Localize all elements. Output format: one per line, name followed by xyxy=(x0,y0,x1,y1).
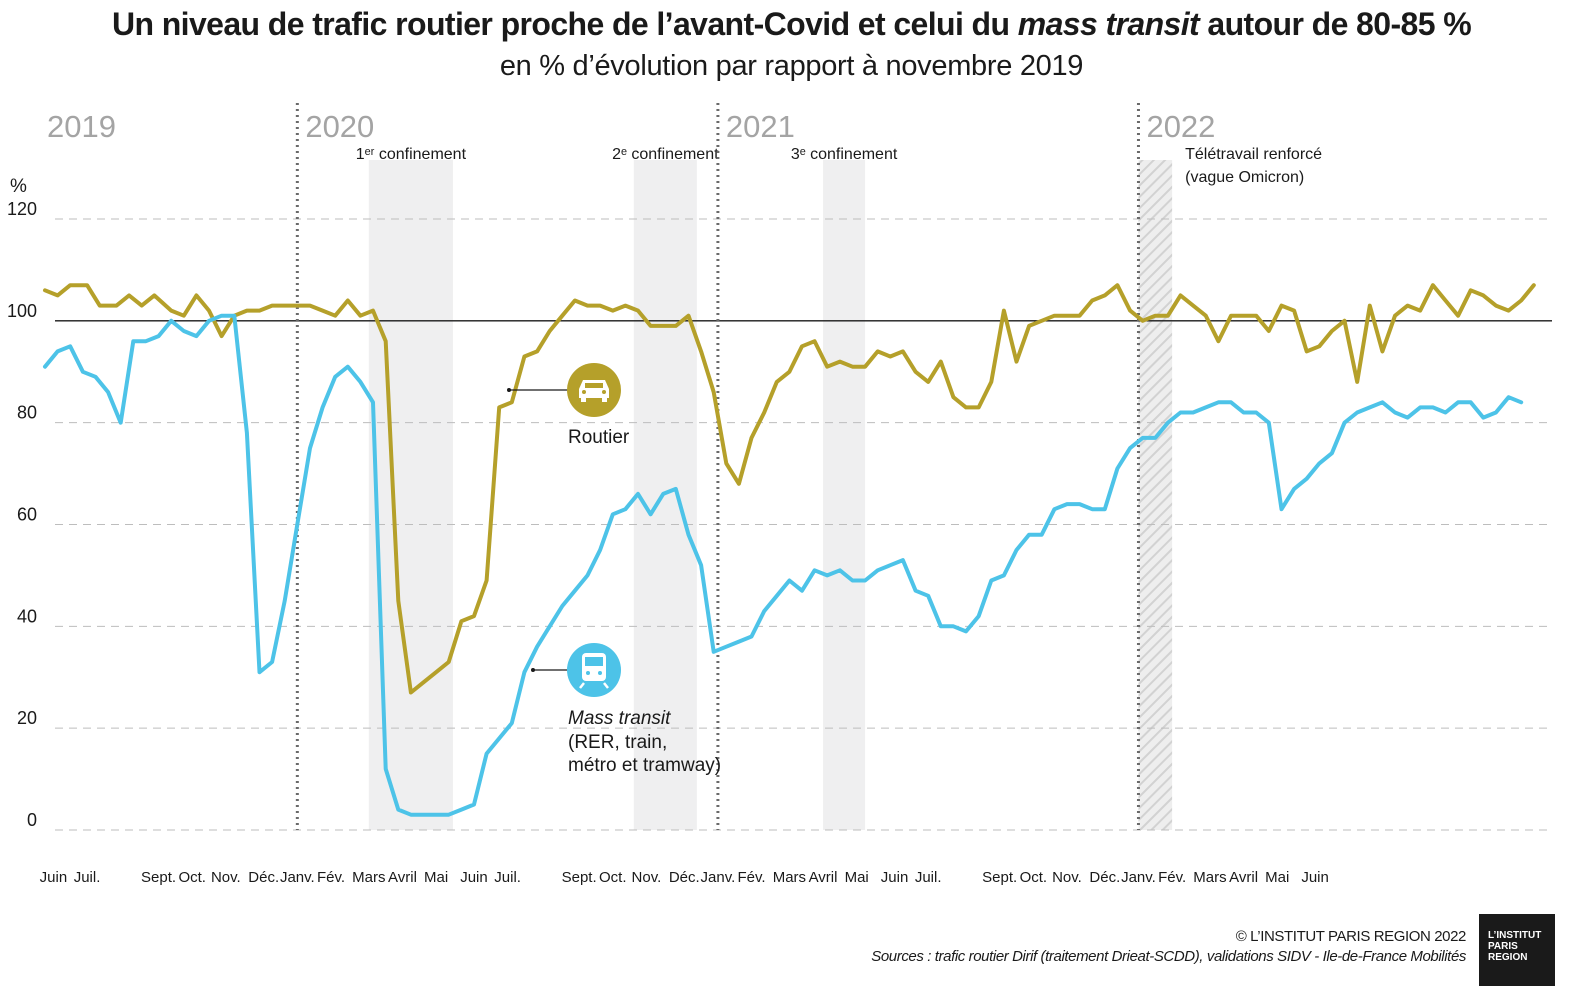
period-label-1-0: 2ᵉ confinement xyxy=(612,146,719,163)
x-tick-label-29: Fév. xyxy=(1158,869,1186,886)
routier-label: Routier xyxy=(568,427,630,448)
x-tick-label-11: Juin xyxy=(460,869,488,886)
transit-label: Mass transit xyxy=(568,708,671,729)
series-legend: Routier Mass transit (RER, train, métro … xyxy=(507,363,721,776)
logo-line-2: PARIS xyxy=(1488,941,1518,952)
y-tick-label-20: 20 xyxy=(17,708,37,728)
year-label-1: 2020 xyxy=(305,109,374,144)
x-tick-label-8: Mars xyxy=(352,869,385,886)
routier-series-line xyxy=(43,283,1536,695)
period-band-2 xyxy=(823,160,866,830)
series-lines xyxy=(43,283,1536,817)
x-tick-label-4: Nov. xyxy=(211,869,241,886)
x-tick-label-25: Oct. xyxy=(1020,869,1048,886)
sources-note: Sources : trafic routier Dirif (traiteme… xyxy=(871,948,1466,965)
chart-title-italic: mass transit xyxy=(1017,6,1200,42)
x-tick-label-6: Janv. xyxy=(280,869,315,886)
period-label-2-0: 3ᵉ confinement xyxy=(791,146,898,163)
routier-marker-dot xyxy=(507,388,511,392)
institut-logo: L’INSTITUT PARIS REGION xyxy=(1479,914,1555,986)
transit-sublabel-2: métro et tramway) xyxy=(568,755,721,776)
x-tick-label-9: Avril xyxy=(388,869,417,886)
period-label-0-0: 1ᵉʳ confinement xyxy=(356,146,467,163)
x-tick-label-23: Juil. xyxy=(915,869,942,886)
gridlines: 0 20 40 60 80 100 120% xyxy=(7,176,1552,831)
x-tick-label-26: Nov. xyxy=(1052,869,1082,886)
y-tick-label-100: 100 xyxy=(7,301,37,321)
x-tick-label-0: Juin xyxy=(40,869,68,886)
year-label-2: 2021 xyxy=(726,109,795,144)
x-tick-label-10: Mai xyxy=(424,869,448,886)
x-tick-label-18: Fév. xyxy=(738,869,766,886)
mass-transit-series-line xyxy=(43,313,1524,817)
x-tick-label-21: Mai xyxy=(845,869,869,886)
y-tick-label-60: 60 xyxy=(17,505,37,525)
x-tick-label-22: Juin xyxy=(881,869,909,886)
period-band-0 xyxy=(368,160,453,830)
x-tick-label-17: Janv. xyxy=(701,869,736,886)
x-tick-label-14: Oct. xyxy=(599,869,627,886)
chart-subtitle: en % d’évolution par rapport à novembre … xyxy=(499,50,1084,82)
x-tick-label-20: Avril xyxy=(809,869,838,886)
period-band-3 xyxy=(1138,160,1173,830)
x-tick-label-31: Avril xyxy=(1229,869,1258,886)
x-tick-label-16: Déc. xyxy=(669,869,700,886)
copyright-credit: © L’INSTITUT PARIS REGION 2022 xyxy=(1235,928,1467,945)
chart-title: Un niveau de trafic routier proche de l’… xyxy=(0,6,1583,43)
x-tick-label-24: Sept. xyxy=(982,869,1017,886)
car-icon xyxy=(567,363,621,417)
x-tick-label-27: Déc. xyxy=(1089,869,1120,886)
period-label-3-0: Télétravail renforcé xyxy=(1185,146,1322,163)
x-tick-label-19: Mars xyxy=(773,869,806,886)
x-tick-label-5: Déc. xyxy=(248,869,279,886)
transit-sublabel-1: (RER, train, xyxy=(568,732,667,753)
y-tick-label-120: 120 xyxy=(7,199,37,219)
period-bands: 1ᵉʳ confinement 2ᵉ confinement 3ᵉ confinem… xyxy=(356,146,1322,830)
y-tick-label-80: 80 xyxy=(17,403,37,423)
logo-line-1: L’INSTITUT xyxy=(1488,930,1542,941)
year-label-0: 2019 xyxy=(47,109,116,144)
x-tick-label-13: Sept. xyxy=(562,869,597,886)
x-axis-month-labels: Juin Juil. Sept. Oct. Nov. Déc. Janv. Fév. Mars A… xyxy=(40,869,1329,886)
train-icon xyxy=(567,643,621,697)
x-tick-label-7: Fév. xyxy=(317,869,345,886)
x-tick-label-2: Sept. xyxy=(141,869,176,886)
x-tick-label-1: Juil. xyxy=(74,869,101,886)
transit-marker-dot xyxy=(531,668,535,672)
chart-title-part1: Un niveau de trafic routier proche de l’… xyxy=(111,6,1018,42)
y-tick-label-40: 40 xyxy=(17,606,37,626)
x-tick-label-28: Janv. xyxy=(1121,869,1156,886)
y-unit-label: % xyxy=(10,176,27,197)
x-tick-label-12: Juil. xyxy=(494,869,521,886)
logo-line-3: REGION xyxy=(1488,952,1528,963)
chart-title-part2: autour de 80-85 % xyxy=(1199,6,1472,42)
x-tick-label-3: Oct. xyxy=(178,869,206,886)
period-label-3-1: (vague Omicron) xyxy=(1185,169,1304,186)
year-label-3: 2022 xyxy=(1146,109,1215,144)
year-markers: 2019 2020 2021 2022 xyxy=(47,103,1215,830)
x-tick-label-15: Nov. xyxy=(632,869,662,886)
x-tick-label-30: Mars xyxy=(1193,869,1226,886)
x-tick-label-33: Juin xyxy=(1301,869,1329,886)
x-tick-label-32: Mai xyxy=(1265,869,1289,886)
y-tick-label-0: 0 xyxy=(27,810,37,830)
